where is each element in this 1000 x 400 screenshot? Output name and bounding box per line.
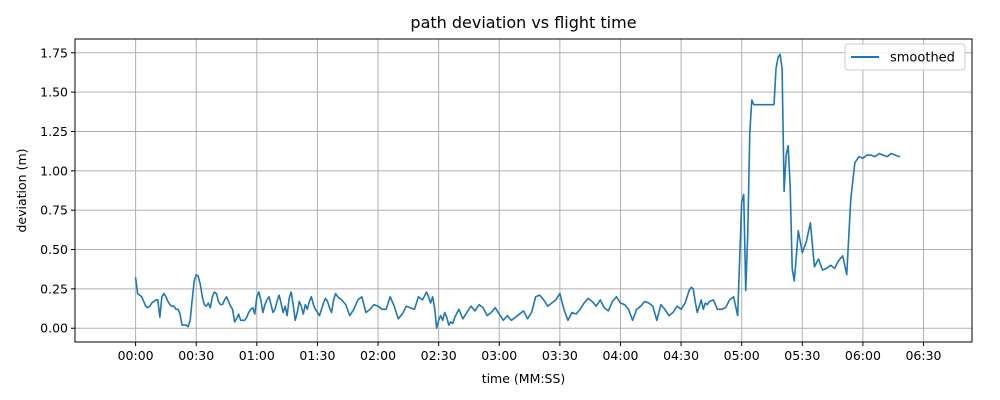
- x-tick-label: 04:00: [602, 348, 638, 363]
- y-tick-label: 1.25: [40, 124, 68, 139]
- y-tick-label: 0.25: [40, 281, 68, 296]
- x-axis: 00:00 00:30 01:00 01:30 02:00 02:30 03:00 03:30…: [118, 342, 942, 363]
- grid: [75, 39, 972, 342]
- x-tick-label: 00:30: [178, 348, 214, 363]
- plot-frame: [74, 38, 973, 343]
- y-tick-label: 0.50: [40, 242, 68, 257]
- series-layer: [134, 53, 901, 330]
- x-tick-label: 05:00: [724, 348, 760, 363]
- y-tick-label: 1.50: [40, 85, 68, 100]
- y-axis-label: deviation (m): [14, 148, 29, 232]
- series-line-smoothed: [134, 53, 901, 330]
- legend-label-smoothed: smoothed: [890, 51, 955, 66]
- legend-box: [844, 43, 966, 71]
- x-tick-label: 06:30: [905, 348, 941, 363]
- x-tick-label: 03:00: [481, 348, 517, 363]
- y-axis: 0.00 0.25 0.50 0.75 1.00 1.25 1.50 1.75: [40, 45, 75, 336]
- x-tick-label: 01:30: [299, 348, 335, 363]
- x-tick-label: 03:30: [542, 348, 578, 363]
- x-tick-label: 06:00: [845, 348, 881, 363]
- y-tick-label: 0.75: [40, 203, 68, 218]
- x-tick-label: 02:00: [360, 348, 396, 363]
- x-tick-label: 04:30: [663, 348, 699, 363]
- chart-title: path deviation vs flight time: [410, 13, 636, 32]
- y-tick-label: 1.75: [40, 45, 68, 60]
- x-tick-label: 01:00: [239, 348, 275, 363]
- legend: smoothed: [844, 43, 966, 71]
- x-axis-label: time (MM:SS): [482, 371, 566, 386]
- y-tick-label: 1.00: [40, 163, 68, 178]
- x-tick-label: 00:00: [118, 348, 154, 363]
- x-tick-label: 05:30: [784, 348, 820, 363]
- x-tick-label: 02:30: [421, 348, 457, 363]
- y-tick-label: 0.00: [40, 321, 68, 336]
